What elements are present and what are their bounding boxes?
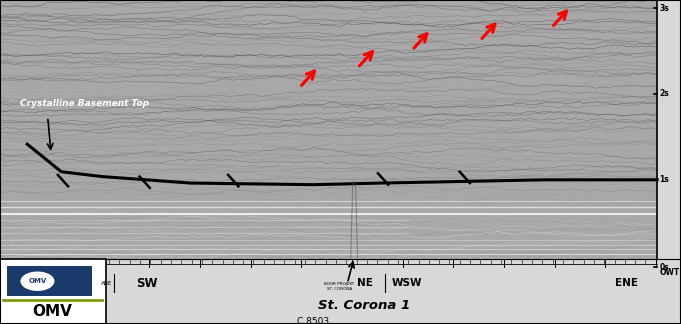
Text: OMV: OMV [29, 278, 46, 284]
Text: ENE: ENE [615, 279, 638, 288]
Bar [657, 0, 681, 324]
Text: SW: SW [136, 277, 158, 290]
Text: BOHR PROJEKT
ST. CORONA: BOHR PROJEKT ST. CORONA [324, 283, 354, 291]
Text: 2s: 2s [659, 89, 669, 98]
Text: 1s: 1s [659, 175, 669, 184]
Ellipse shape [20, 272, 54, 291]
Text: 3s: 3s [659, 4, 669, 13]
Text: Crystalline Basement Top: Crystalline Basement Top [20, 99, 150, 108]
Text: NE: NE [358, 279, 373, 288]
Bar [0, 259, 681, 324]
Text: ANE: ANE [101, 281, 112, 286]
Text: St. Corona 1: St. Corona 1 [318, 299, 411, 312]
Text: OMV: OMV [33, 304, 72, 318]
Text: C 8503: C 8503 [297, 317, 330, 324]
Bar [0, 259, 106, 324]
Text: WSW: WSW [392, 279, 422, 288]
Bar [7, 266, 92, 296]
Text: OWT: OWT [660, 268, 680, 277]
Bar [0, 0, 657, 259]
Text: 0s: 0s [659, 263, 669, 272]
